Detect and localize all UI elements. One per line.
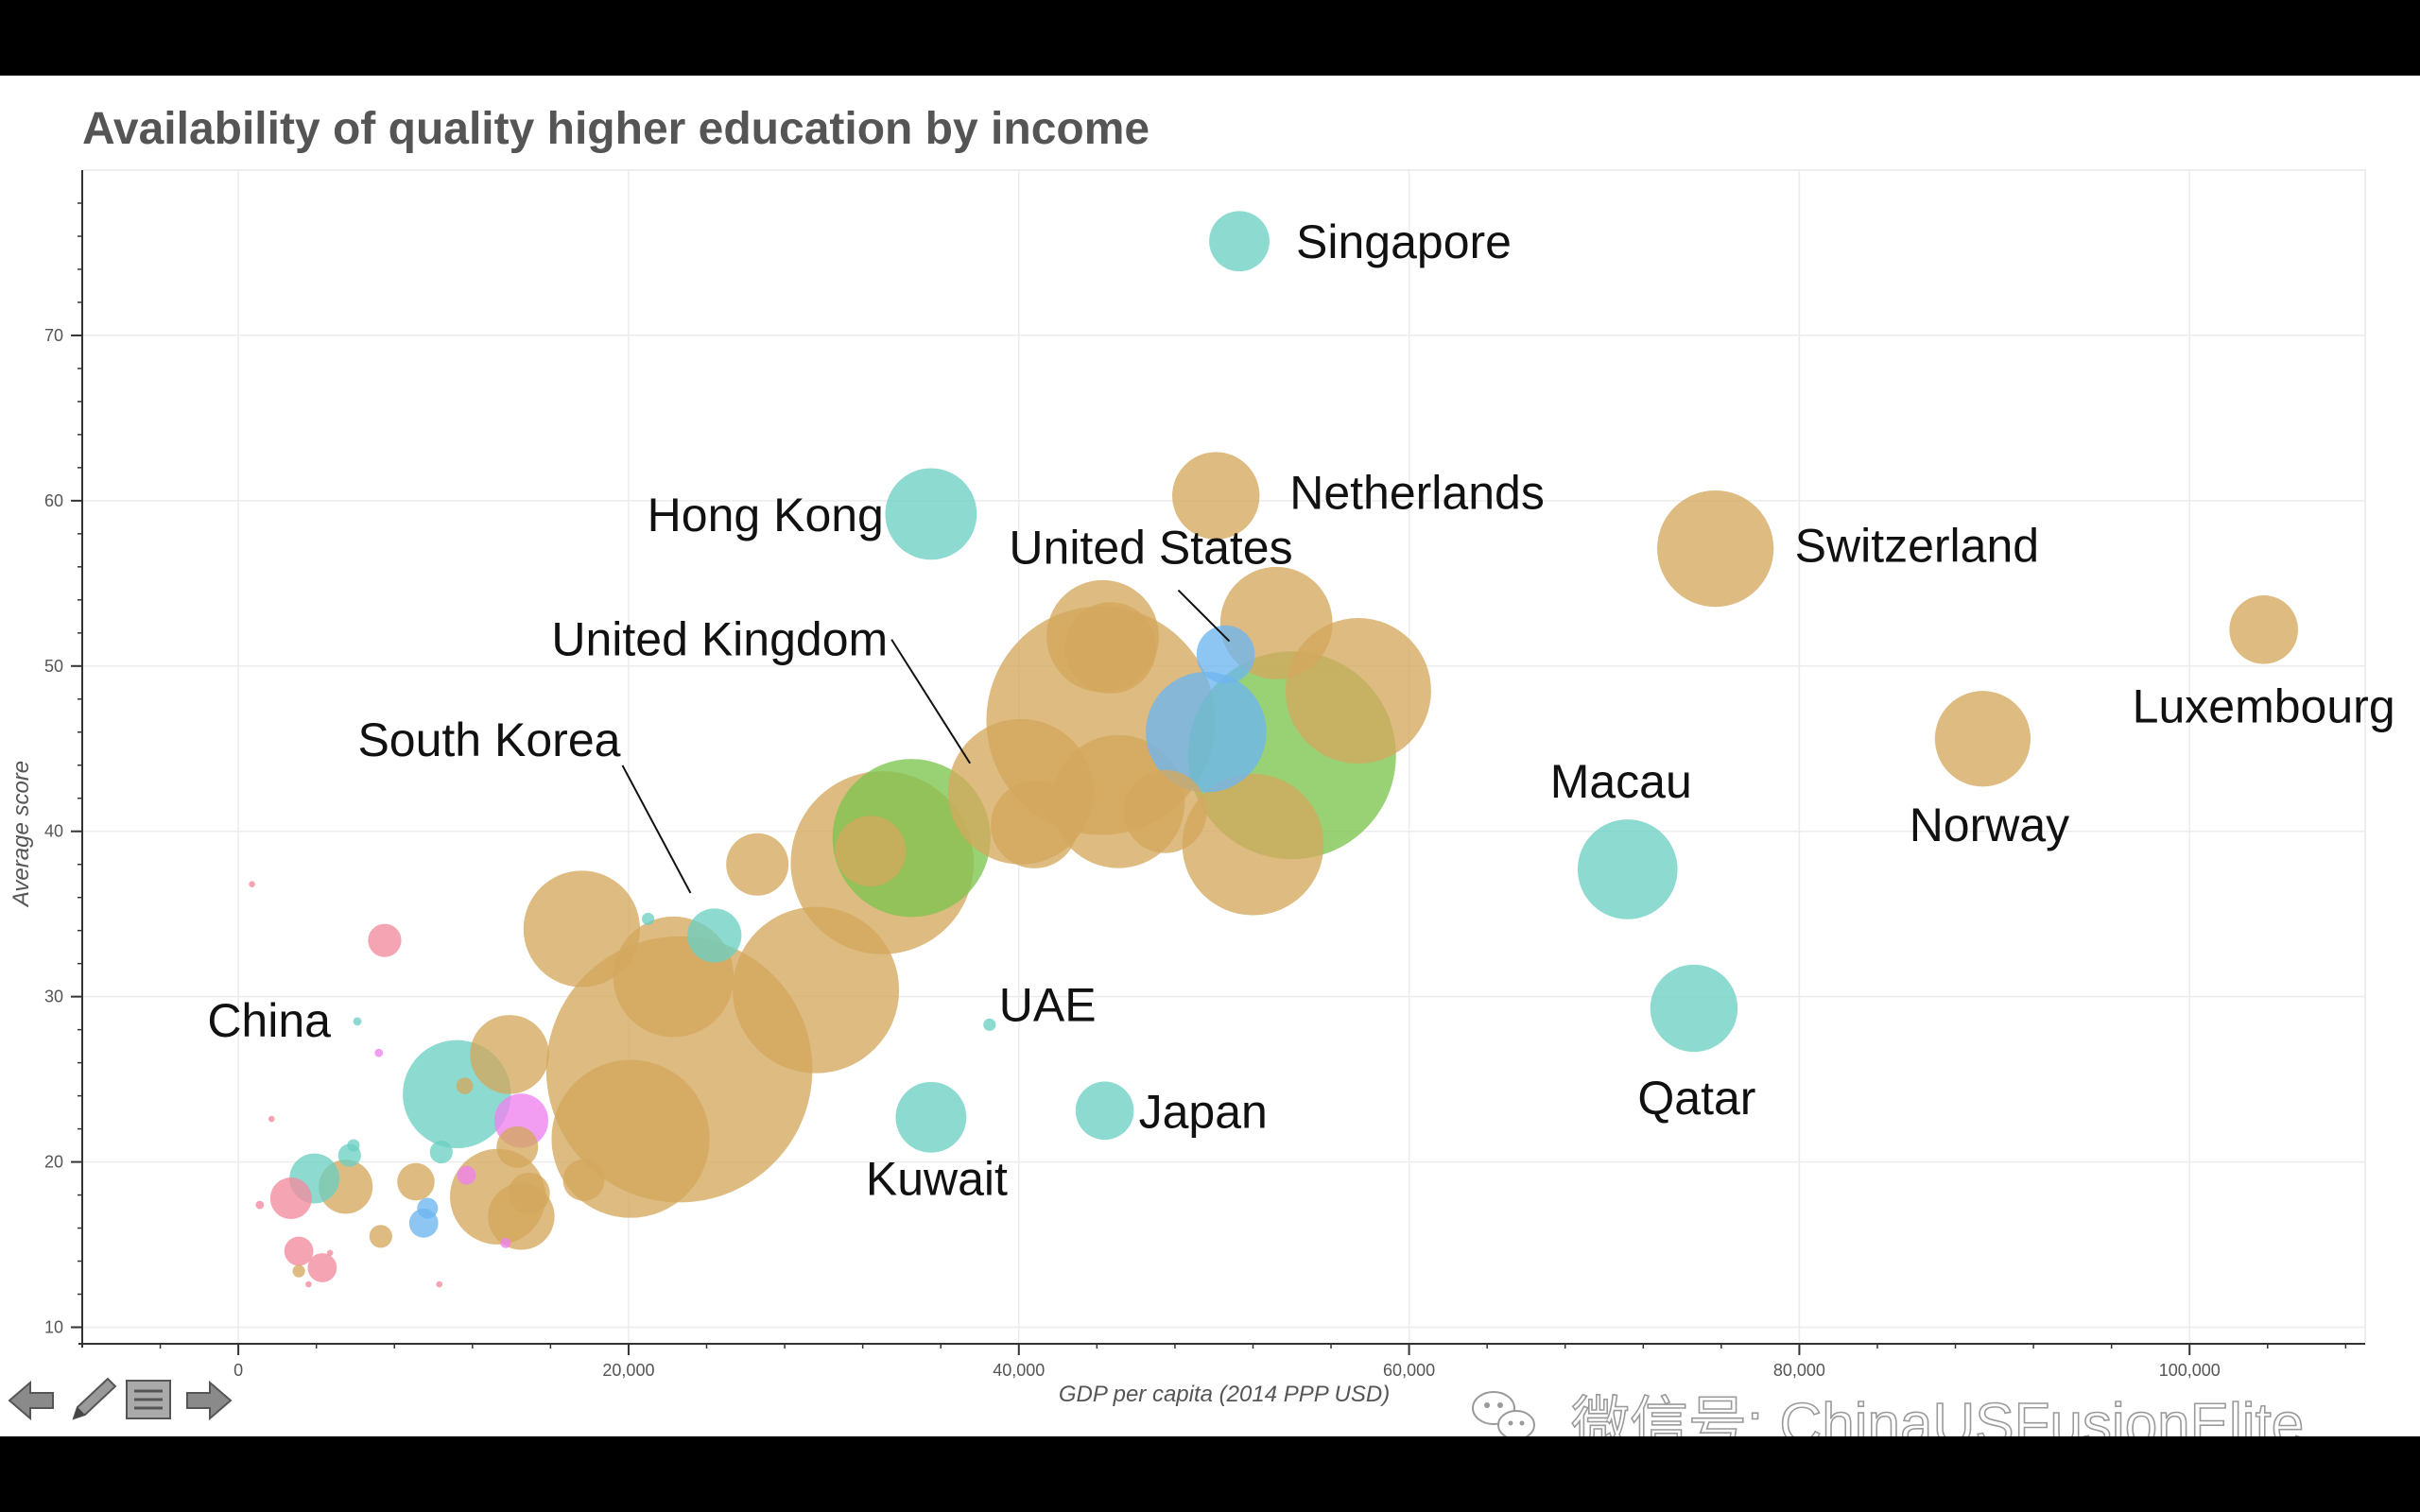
axes: 10 20 30 40 50 60 70 0 20,000 40,000 60,000 80,000 1… xyxy=(44,170,2365,1380)
country-label: Luxembourg xyxy=(2133,679,2395,732)
data-bubble xyxy=(457,1165,476,1185)
data-bubble xyxy=(436,1280,443,1288)
data-bubble xyxy=(268,1115,275,1123)
x-tick-label: 80,000 xyxy=(1773,1361,1825,1380)
arrow-right-icon[interactable] xyxy=(186,1380,233,1421)
country-labels: Singapore Hong Kong Netherlands Switzerland… xyxy=(207,215,2394,1205)
country-label: Netherlands xyxy=(1289,467,1545,520)
bubble-chart: Availability of quality higher education… xyxy=(8,104,2395,1436)
y-tick-label: 30 xyxy=(44,988,63,1006)
x-tick-label: 40,000 xyxy=(993,1361,1045,1380)
data-bubble xyxy=(470,1015,549,1094)
data-bubble xyxy=(835,816,907,887)
data-bubble xyxy=(1064,602,1157,694)
data-bubble xyxy=(1650,964,1738,1053)
data-bubble xyxy=(368,923,402,957)
country-label: Singapore xyxy=(1296,215,1512,268)
data-bubble xyxy=(687,908,742,963)
data-bubble xyxy=(2229,595,2298,664)
country-label: United Kingdom xyxy=(551,613,888,666)
y-tick-label: 70 xyxy=(44,326,63,345)
data-bubble xyxy=(292,1264,305,1278)
menu-icon[interactable] xyxy=(126,1380,171,1419)
data-bubble xyxy=(429,1140,453,1164)
data-bubble xyxy=(1196,625,1255,684)
chart-title: Availability of quality higher education… xyxy=(82,104,1150,154)
country-label: Japan xyxy=(1139,1085,1268,1138)
country-label: United States xyxy=(1009,522,1292,575)
data-bubble xyxy=(1123,769,1207,853)
country-label: Switzerland xyxy=(1795,520,2039,573)
y-tick-label: 20 xyxy=(44,1153,63,1172)
data-bubble xyxy=(508,1172,550,1214)
country-label: Kuwait xyxy=(866,1152,1008,1205)
slide-nav-bar xyxy=(8,1377,233,1421)
data-bubble xyxy=(456,1077,474,1094)
data-bubble xyxy=(1209,211,1270,272)
data-bubble xyxy=(733,906,900,1074)
data-bubble xyxy=(269,1177,312,1220)
data-bubble xyxy=(641,912,655,926)
data-bubble xyxy=(305,1280,312,1288)
label-leader-line xyxy=(1177,589,1231,643)
x-tick-label: 0 xyxy=(233,1361,243,1380)
data-bubble xyxy=(562,1159,605,1201)
data-bubble xyxy=(1146,671,1267,793)
y-tick-label: 10 xyxy=(44,1318,63,1337)
x-axis-label: GDP per capita (2014 PPP USD) xyxy=(1059,1382,1390,1407)
data-bubble xyxy=(523,870,641,988)
y-tick-label: 50 xyxy=(44,657,63,676)
data-bubble xyxy=(417,1197,439,1219)
country-label: Norway xyxy=(1910,799,2069,851)
data-bubble xyxy=(1577,819,1678,919)
country-label: Qatar xyxy=(1637,1072,1755,1125)
data-bubble xyxy=(1075,1081,1134,1141)
x-tick-label: 60,000 xyxy=(1383,1361,1435,1380)
data-bubble xyxy=(895,1081,967,1153)
data-bubble xyxy=(1182,773,1324,916)
label-leader-line xyxy=(621,765,692,894)
y-axis-label: Average score xyxy=(9,761,34,908)
data-bubble xyxy=(991,781,1079,868)
label-leader-line xyxy=(890,639,972,765)
data-bubble xyxy=(326,1249,334,1257)
data-bubble xyxy=(726,833,789,896)
country-label: UAE xyxy=(999,978,1097,1031)
country-label: China xyxy=(207,994,331,1047)
pen-icon[interactable] xyxy=(72,1377,117,1420)
data-bubble xyxy=(307,1253,337,1282)
chart-slide: Availability of quality higher education… xyxy=(0,76,2420,1436)
data-bubble xyxy=(284,1236,314,1266)
data-bubble xyxy=(983,1018,996,1031)
data-bubble xyxy=(353,1017,362,1026)
data-bubble xyxy=(1657,490,1774,608)
bubbles xyxy=(249,211,2298,1288)
data-bubble xyxy=(249,881,255,887)
data-bubble xyxy=(500,1237,511,1248)
wechat-icon xyxy=(1472,1391,1535,1436)
data-bubble xyxy=(369,1225,392,1248)
data-bubble xyxy=(885,468,977,560)
data-bubble xyxy=(255,1200,265,1210)
y-tick-label: 40 xyxy=(44,822,63,841)
country-label: South Korea xyxy=(357,713,620,766)
data-bubble xyxy=(1934,691,2031,787)
watermark-text: 微信号: ChinaUSFusionElite xyxy=(1571,1392,2304,1436)
data-bubble xyxy=(1172,452,1260,540)
data-bubble xyxy=(347,1139,360,1152)
country-label: Hong Kong xyxy=(648,489,884,541)
arrow-left-icon[interactable] xyxy=(8,1380,54,1421)
x-tick-label: 20,000 xyxy=(602,1361,654,1380)
wechat-watermark: 微信号: ChinaUSFusionElite xyxy=(1472,1391,2305,1436)
country-label: Macau xyxy=(1550,755,1692,808)
data-bubble xyxy=(397,1162,435,1201)
y-tick-label: 60 xyxy=(44,491,63,510)
x-tick-label: 100,000 xyxy=(2159,1361,2221,1380)
data-bubble xyxy=(374,1048,384,1057)
data-bubble xyxy=(496,1125,539,1168)
